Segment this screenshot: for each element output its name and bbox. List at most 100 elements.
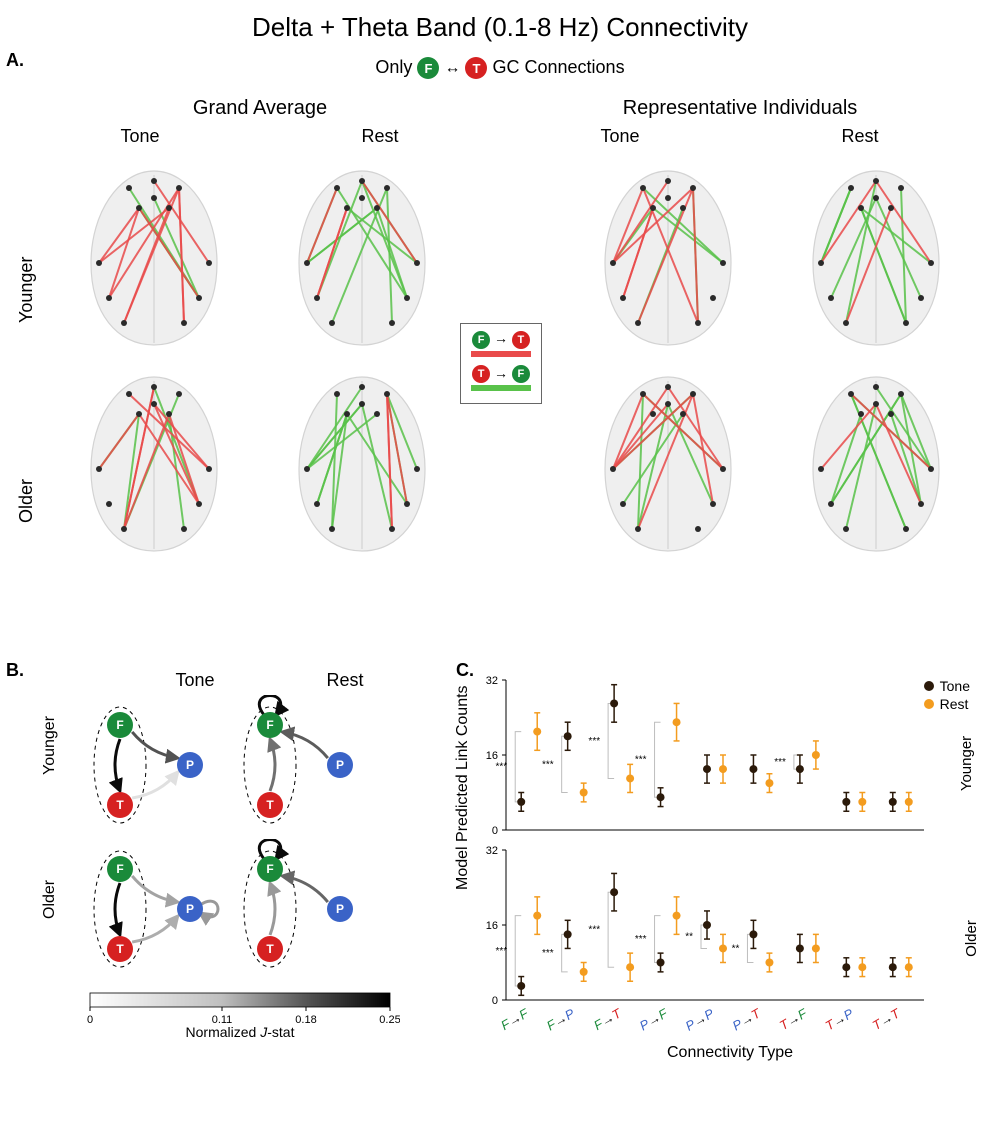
svg-text:***: *** [774,757,786,768]
condition-headers: Tone Rest Tone Rest [20,126,980,147]
svg-text:P→T: P→T [730,1005,764,1033]
dcm-younger-rest: F T P [220,695,370,835]
svg-text:F: F [266,862,273,876]
tone-dot-icon [924,681,934,691]
legend-tone-label: Tone [940,678,970,694]
c-sub-younger: Younger [958,736,975,791]
svg-text:T: T [266,942,274,956]
brain-older-rest-ind [791,359,961,559]
b-col-rest: Rest [270,670,420,691]
svg-text:P: P [336,902,344,916]
panel-c: Model Predicted Link Counts Younger Olde… [460,670,980,1062]
svg-text:16: 16 [486,920,498,932]
grand-average-header: Grand Average [49,97,471,120]
dcm-younger-tone: F T P [70,695,220,835]
c-xlabel: Connectivity Type [480,1044,980,1062]
brain-older-tone-ind [583,359,753,559]
subtitle-suffix: GC Connections [493,57,625,77]
panel-b-label: B. [6,660,24,681]
figure-title: Delta + Theta Band (0.1-8 Hz) Connectivi… [20,12,980,43]
row-label-older: Older [16,479,37,523]
svg-text:T→T: T→T [870,1005,903,1033]
node-t-icon: T [512,331,530,349]
brain-younger-tone-ga [69,153,239,353]
cond-label: Tone [514,126,725,147]
svg-text:F→F: F→F [498,1005,531,1033]
svg-text:32: 32 [486,675,498,687]
node-f-icon: F [512,365,530,383]
cond-label: Rest [754,126,965,147]
svg-text:Normalized J-stat: Normalized J-stat [186,1024,295,1039]
svg-text:0: 0 [87,1014,93,1026]
svg-text:16: 16 [486,750,498,762]
c-legend: Tone Rest [924,676,970,714]
svg-text:***: *** [496,762,508,773]
panel-b: Tone Rest Younger FTP FTP Older FTP FTP … [40,670,440,1039]
svg-text:0.18: 0.18 [295,1014,316,1026]
brain-younger-rest-ga [277,153,447,353]
node-t-icon: T [465,57,487,79]
svg-text:T: T [116,798,124,812]
svg-text:T: T [116,942,124,956]
svg-text:0: 0 [492,995,498,1007]
svg-text:F: F [266,718,273,732]
legend-tf-line [471,385,531,391]
svg-text:***: *** [635,934,647,945]
cond-label: Rest [274,126,485,147]
svg-text:T→P: T→P [823,1005,856,1033]
b-row-older: Older [41,899,59,919]
c-sub-older: Older [963,920,980,957]
brain-older-tone-ga [69,359,239,559]
jstat-colorbar: 00.110.180.25Normalized J-stat [80,989,400,1039]
direction-legend: F → T T → F [460,323,542,404]
node-t-icon: T [472,365,490,383]
representative-header: Representative Individuals [529,97,951,120]
svg-text:**: ** [685,932,693,943]
brain-older-rest-ga [277,359,447,559]
b-row-younger: Younger [41,755,59,775]
section-a-headers: Grand Average Representative Individuals [20,97,980,120]
brain-younger-tone-ind [583,153,753,353]
c-ylabel: Model Predicted Link Counts [454,685,472,890]
svg-text:***: *** [635,755,647,766]
panel-a-label: A. [6,50,24,71]
svg-text:P→F: P→F [637,1005,671,1033]
legend-ft-line [471,351,531,357]
dcm-older-rest: F T P [220,839,370,979]
svg-text:***: *** [496,946,508,957]
dcm-older-tone: F T P [70,839,220,979]
svg-text:F→P: F→P [544,1005,577,1033]
svg-text:***: *** [542,759,554,770]
svg-text:F: F [116,862,123,876]
svg-text:F→T: F→T [591,1005,624,1033]
svg-text:T: T [266,798,274,812]
svg-text:***: *** [588,925,600,936]
node-f-icon: F [417,57,439,79]
svg-text:F: F [116,718,123,732]
b-col-tone: Tone [120,670,270,691]
svg-text:***: *** [542,948,554,959]
svg-text:P: P [336,758,344,772]
bidir-arrow-icon: ↔ [444,59,460,76]
node-f-icon: F [472,331,490,349]
cond-label: Tone [34,126,245,147]
svg-text:P→P: P→P [683,1005,717,1033]
svg-text:P: P [186,902,194,916]
svg-text:0: 0 [492,825,498,837]
arrow-right-icon: → [494,330,508,346]
rest-dot-icon [924,699,934,709]
svg-text:***: *** [588,736,600,747]
svg-text:32: 32 [486,845,498,857]
svg-text:**: ** [732,943,740,954]
svg-text:0.25: 0.25 [379,1014,400,1026]
brain-grid: Younger Older F → T T → F [20,153,980,593]
arrow-right-icon: → [494,365,508,381]
svg-text:P: P [186,758,194,772]
subtitle-prefix: Only [375,57,412,77]
row-label-younger: Younger [16,257,37,323]
panel-c-chart: 01632***************01632***************… [460,670,960,1040]
subtitle: Only F ↔ T GC Connections [20,57,980,79]
svg-text:T→F: T→F [777,1005,810,1033]
brain-younger-rest-ind [791,153,961,353]
legend-rest-label: Rest [940,696,969,712]
